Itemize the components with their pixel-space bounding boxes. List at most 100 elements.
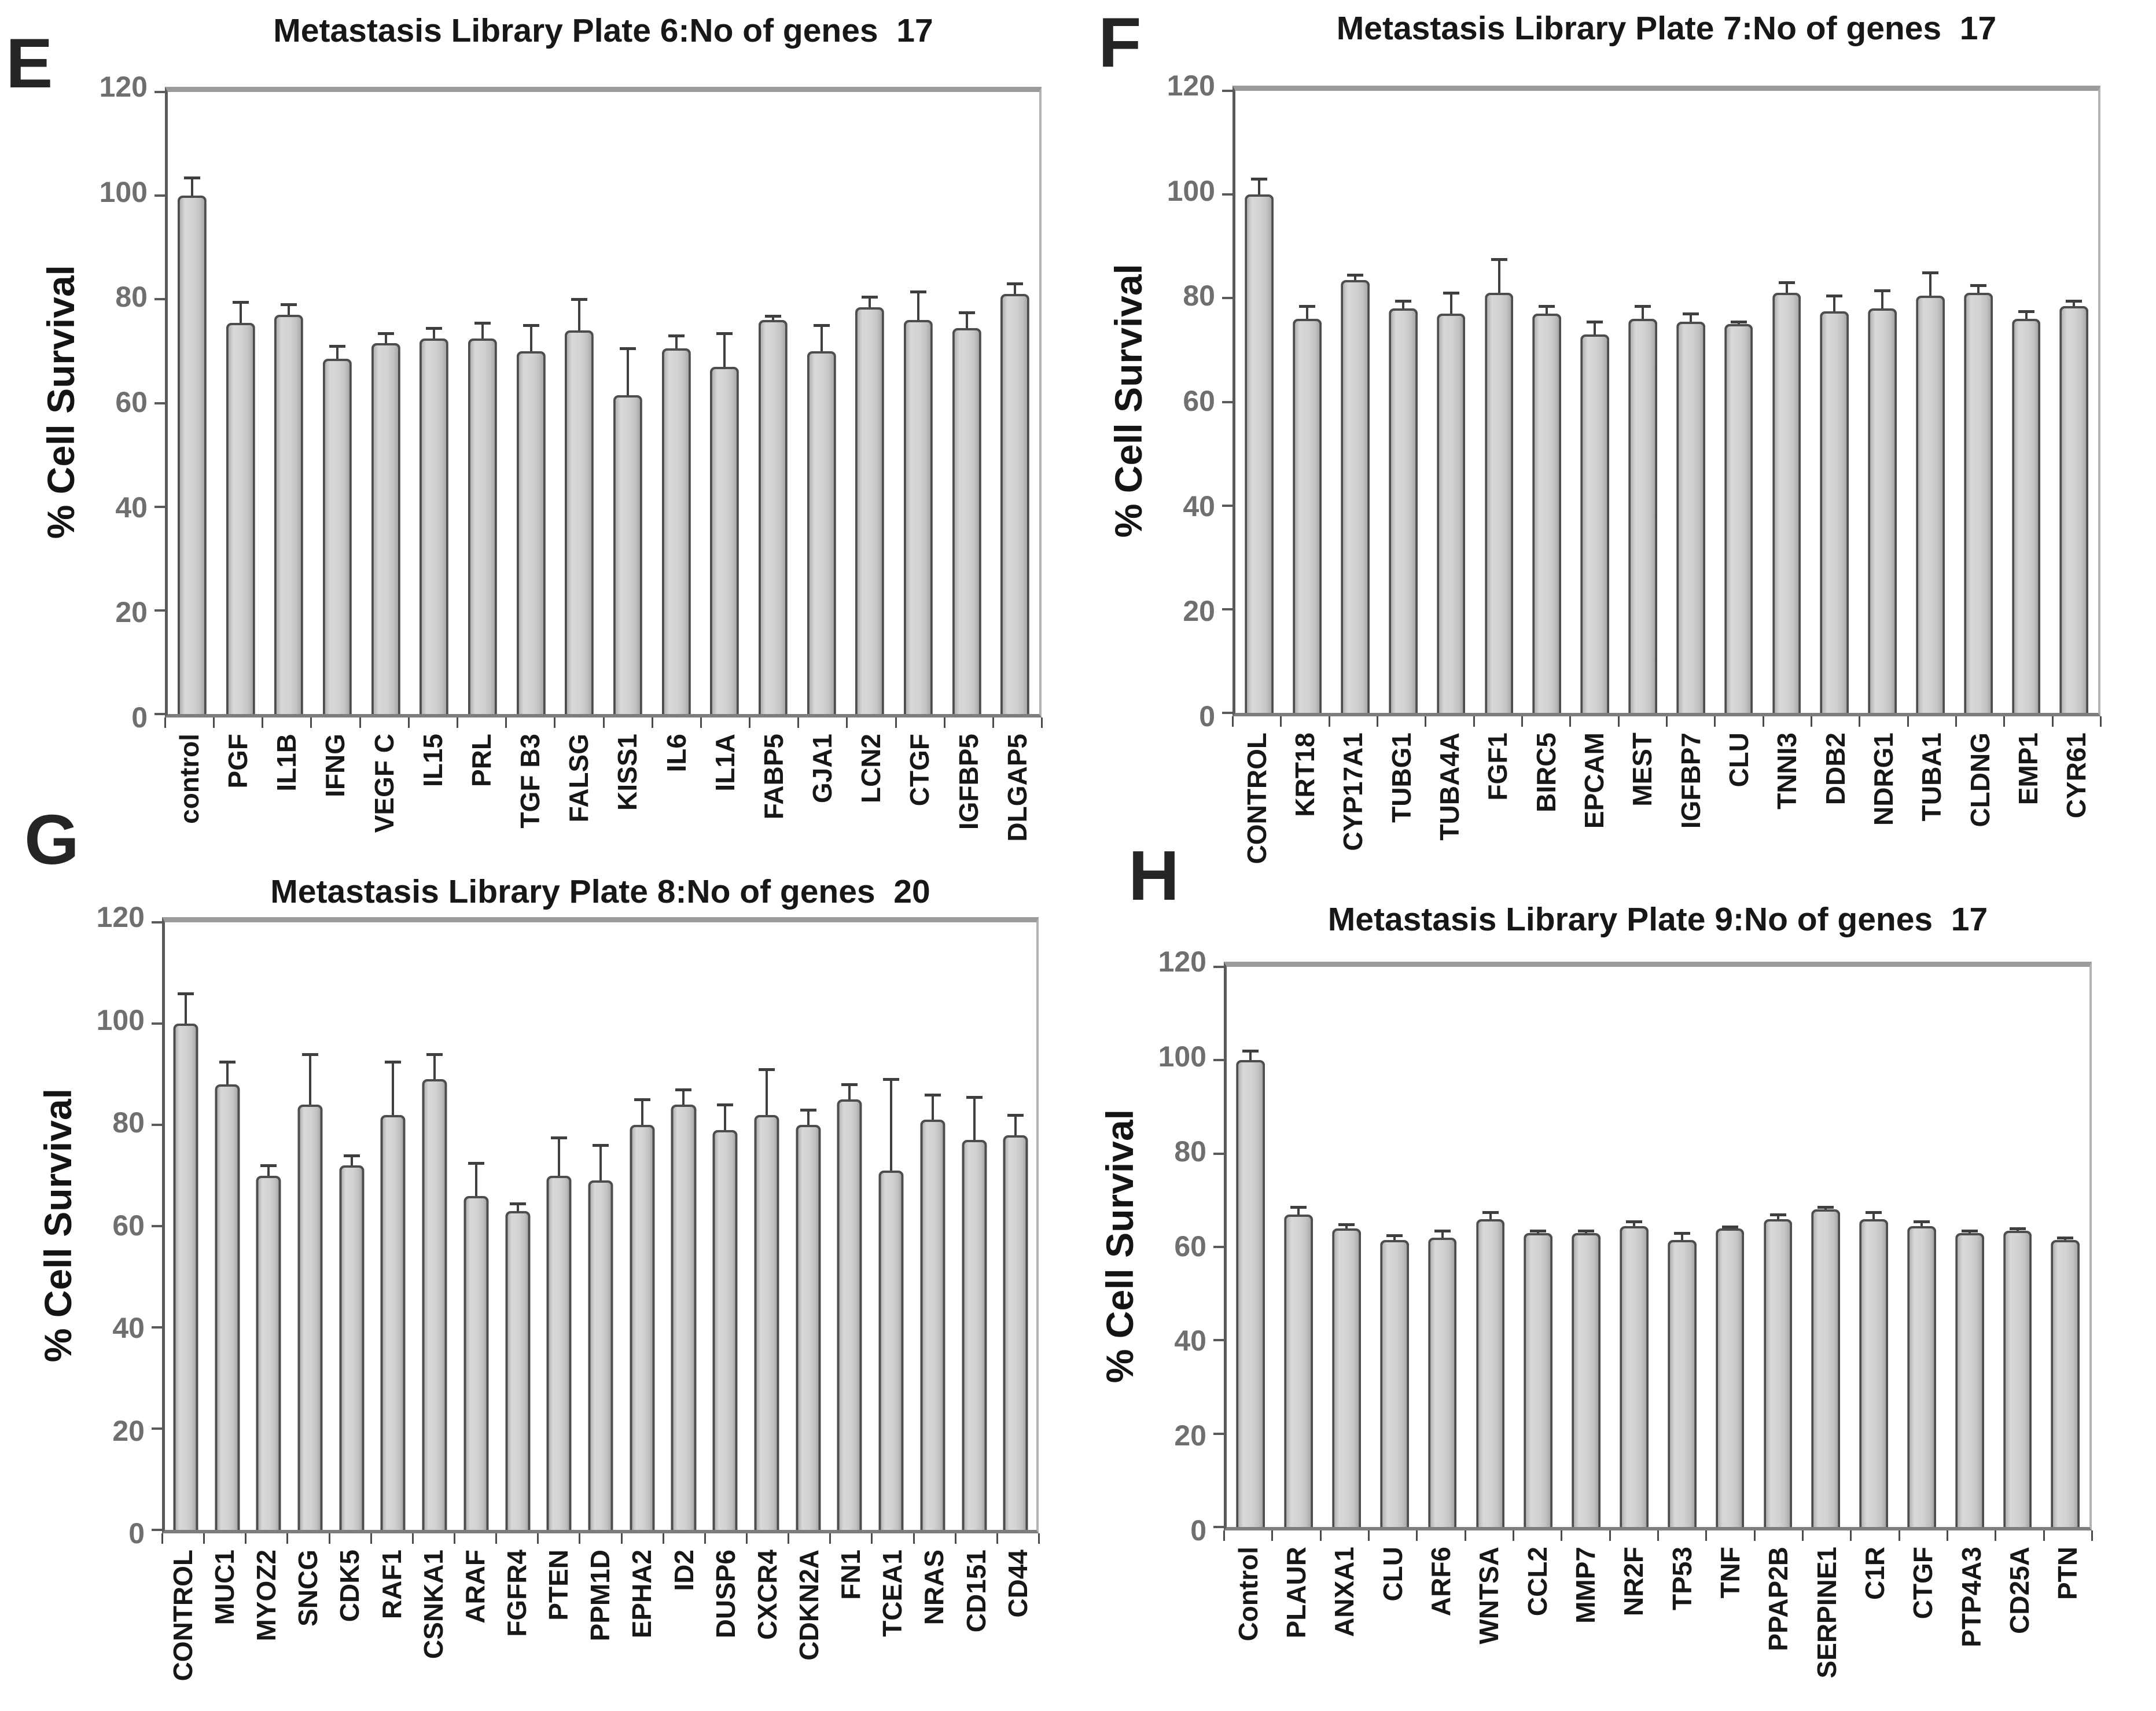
error-bar-line <box>771 316 774 321</box>
x-axis-label: TNF <box>1715 1547 1745 1599</box>
bar-MEST <box>1628 319 1657 713</box>
bar-slot <box>894 92 943 714</box>
bar-slot <box>788 922 829 1530</box>
y-tick-mark <box>1222 504 1232 507</box>
bar-slot <box>373 922 414 1530</box>
error-bar-line <box>869 296 871 307</box>
bar-slot <box>1859 91 1907 713</box>
x-axis-label: DDB2 <box>1820 733 1850 805</box>
bar-slot <box>1706 967 1754 1527</box>
x-axis-label: KISS1 <box>612 734 643 811</box>
error-bar-line <box>267 1165 270 1176</box>
bar-slot <box>704 922 746 1530</box>
bar-TUBG1 <box>1389 308 1418 713</box>
error-bar-cap <box>1251 178 1268 181</box>
bar-slot <box>410 92 458 714</box>
x-axis-label: FGF1 <box>1482 733 1513 801</box>
x-tick-mark <box>1512 1530 1514 1541</box>
error-bar-line <box>1249 1051 1252 1061</box>
bar-slot <box>497 922 539 1530</box>
y-tick-mark <box>1213 966 1224 968</box>
x-axis-label: IGFBP7 <box>1675 733 1706 829</box>
error-bar-line <box>807 1109 810 1125</box>
bar-SERPINE1 <box>1811 1209 1841 1527</box>
x-tick-mark <box>954 1533 956 1544</box>
y-tick-mark <box>154 91 165 93</box>
x-tick-mark <box>1850 1530 1852 1541</box>
bar-CYR61 <box>2059 306 2089 713</box>
x-label-cell: NDRG1 <box>1859 733 1907 916</box>
bar-slot <box>1323 967 1371 1527</box>
bar-slots <box>1227 967 2089 1527</box>
y-tick-label: 120 <box>99 71 148 103</box>
x-label-cell: MUC1 <box>204 1550 245 1711</box>
error-bar-line <box>1449 293 1452 314</box>
y-tick-label: 60 <box>112 1209 145 1242</box>
x-tick-mark <box>662 1533 664 1544</box>
bar-slot <box>165 922 207 1530</box>
x-axis-label: CYR61 <box>2061 733 2092 819</box>
error-bar-line <box>184 993 187 1024</box>
plot-column <box>152 917 1039 1533</box>
bar-slot <box>1763 91 1811 713</box>
error-bar-line <box>1354 275 1357 280</box>
x-axis-label: NRAS <box>919 1550 950 1625</box>
bar-slot <box>1993 967 2041 1527</box>
bar-TNNI3 <box>1772 293 1801 713</box>
x-tick-mark <box>913 1533 915 1544</box>
x-label-cell: CSNKA1 <box>413 1550 454 1711</box>
error-bar-cap <box>910 290 926 293</box>
x-axis-label: FALSG <box>564 734 594 823</box>
y-tick-mark <box>1213 1339 1224 1342</box>
y-tick-mark <box>152 1529 162 1531</box>
error-bar-cap <box>1242 1050 1259 1053</box>
bar-slot <box>1850 967 1898 1527</box>
x-axis-label: DLGAP5 <box>1002 734 1032 842</box>
y-tick-mark <box>152 1022 162 1025</box>
error-bar-cap <box>1007 1113 1024 1117</box>
y-tick-mark <box>1213 1059 1224 1062</box>
error-bar-cap <box>1530 1229 1547 1232</box>
chart-body: % Cell Survival 0 20 40 60 80 100 120 <box>32 903 1039 1548</box>
bar-NR2F <box>1620 1226 1649 1527</box>
bar-PTEN <box>546 1175 572 1530</box>
x-label-cell: PTP4A3 <box>1947 1547 1995 1711</box>
bar-slot <box>414 922 455 1530</box>
bar-IL15 <box>420 338 449 714</box>
x-axis-label: WNTSA <box>1474 1547 1504 1644</box>
bar-slot <box>216 92 265 714</box>
x-label-cell: PLAUR <box>1272 1547 1320 1711</box>
y-tick-label: 60 <box>115 386 148 418</box>
x-tick-mark <box>1714 716 1716 727</box>
error-bar-line <box>433 1054 436 1080</box>
x-tick-mark <box>456 717 458 728</box>
x-tick-mark <box>328 1533 330 1544</box>
error-bar-cap <box>385 1060 402 1064</box>
error-bar-cap <box>426 326 443 330</box>
error-bar-cap <box>1434 1229 1451 1232</box>
y-tick-label: 20 <box>1183 595 1215 628</box>
error-bar-cap <box>281 303 297 307</box>
x-axis-label: FGFR4 <box>502 1550 532 1637</box>
y-tick-mark <box>1213 1526 1224 1528</box>
x-label-cell: ARAF <box>454 1550 496 1711</box>
bar-ARAF <box>463 1195 489 1530</box>
error-bar-line <box>392 1061 395 1115</box>
bar-slot <box>555 92 604 714</box>
x-axis-label: PTN <box>2052 1547 2083 1600</box>
x-label-cell: TUBA4A <box>1425 733 1473 916</box>
bar-DUSP6 <box>712 1129 738 1530</box>
error-bar-cap <box>343 1154 360 1157</box>
x-axis-label: ARF6 <box>1425 1547 1456 1617</box>
bar-KRT18 <box>1293 319 1322 713</box>
x-axis-label: EPHA2 <box>627 1550 657 1639</box>
bar-slot <box>1907 91 1955 713</box>
y-tick-label: 120 <box>1158 945 1206 978</box>
error-bar-cap <box>1874 289 1891 292</box>
error-bar-cap <box>862 295 878 299</box>
error-bar-cap <box>232 300 249 304</box>
panel-letter-G: G <box>24 800 79 879</box>
error-bar-cap <box>1682 312 1699 316</box>
bar-WNTSA <box>1476 1219 1505 1527</box>
y-tick-label: 0 <box>1199 700 1215 733</box>
